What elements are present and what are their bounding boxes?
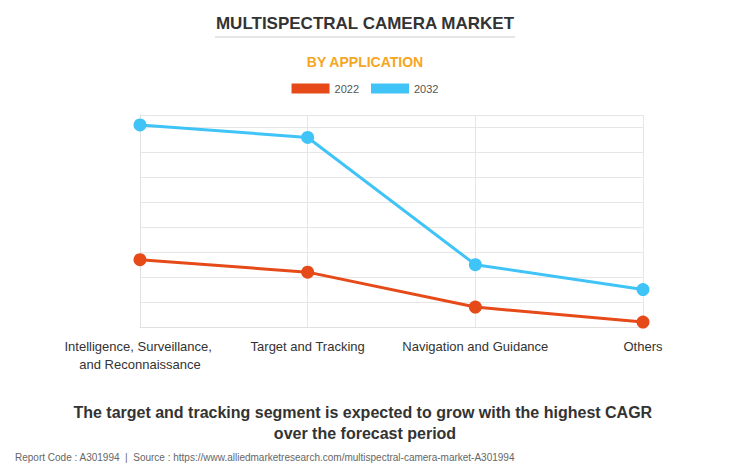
svg-text:MULTISPECTRAL CAMERA MARKET: MULTISPECTRAL CAMERA MARKET	[216, 14, 515, 33]
svg-text:BY APPLICATION: BY APPLICATION	[307, 54, 423, 70]
svg-text:and Reconnaissance: and Reconnaissance	[79, 357, 200, 372]
svg-text:The target and tracking segmen: The target and tracking segment is expec…	[73, 404, 656, 421]
svg-text:Others: Others	[623, 339, 663, 354]
svg-text:Intelligence, Surveillance,: Intelligence, Surveillance,	[64, 339, 215, 354]
svg-text:2022: 2022	[335, 83, 359, 95]
svg-text:Navigation and Guidance: Navigation and Guidance	[402, 339, 548, 354]
svg-text:Report Code : A301994 | Sour: Report Code : A301994 | Source : https:/…	[15, 452, 515, 463]
svg-text:over the forecast period: over the forecast period	[274, 425, 456, 442]
svg-text:2032: 2032	[414, 83, 438, 95]
svg-text:Target and Tracking: Target and Tracking	[251, 339, 365, 354]
